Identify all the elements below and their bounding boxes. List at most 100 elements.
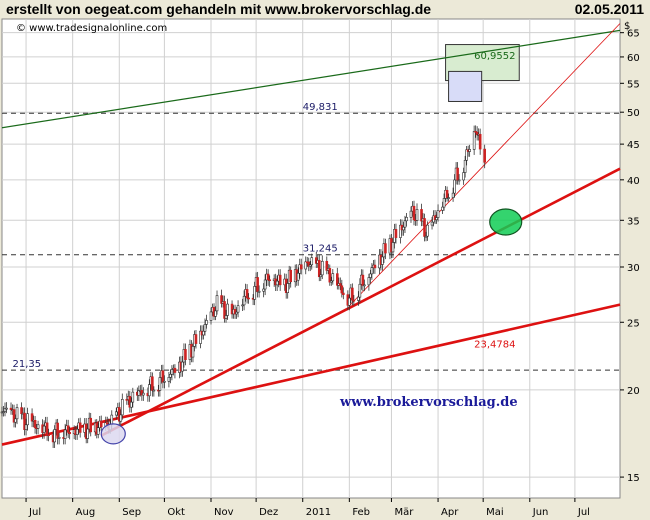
candle-body: [351, 287, 354, 301]
candle-body: [352, 299, 356, 302]
candle-body: [86, 428, 90, 439]
candle-body: [329, 280, 333, 283]
purple-ellipse: [100, 423, 126, 445]
candle-body: [328, 268, 332, 283]
candle-body: [457, 179, 461, 182]
candle-body: [391, 242, 395, 253]
candle-body: [307, 261, 311, 267]
candle-body: [14, 418, 17, 423]
candle-body: [463, 159, 467, 173]
candle-body: [20, 407, 23, 415]
candle-body: [214, 310, 217, 317]
candle-body: [363, 284, 366, 287]
candle-body: [325, 260, 329, 271]
candle-body: [15, 407, 19, 420]
candle-body: [203, 324, 207, 332]
candle-body: [105, 422, 109, 425]
candle-body: [447, 197, 450, 199]
candle-body: [451, 192, 455, 198]
y-tick-label: 40: [627, 176, 640, 187]
candle-body: [430, 221, 434, 226]
watermark-copyright: © www.tradesignalonline.com: [16, 23, 167, 34]
candle-body: [68, 431, 71, 435]
trendline-label-red_low: 23,4784: [474, 340, 515, 351]
candle-body: [56, 422, 59, 439]
candle-body: [199, 330, 202, 344]
candle-body: [247, 297, 250, 300]
candle-body: [223, 301, 226, 319]
candle-body: [163, 381, 166, 383]
candle-body: [465, 149, 468, 161]
candle-body: [2, 411, 5, 413]
candle-body: [36, 424, 40, 429]
candle-body: [152, 389, 156, 392]
candle-body: [142, 392, 145, 396]
candle-body: [357, 296, 360, 301]
trendline-label-green: 60,9552: [474, 51, 515, 62]
trendline-green: [1, 29, 621, 129]
y-tick-label: 35: [627, 216, 640, 227]
blue-box: [448, 70, 483, 102]
x-tick-label: Jul: [577, 507, 590, 518]
candle-body: [151, 376, 154, 391]
x-tick-label: 2011: [306, 507, 331, 518]
candle-body: [426, 224, 429, 237]
candle-body: [128, 396, 132, 408]
candle-body: [89, 417, 93, 433]
candle-body: [367, 277, 371, 286]
candle-body: [415, 209, 419, 221]
candle-body: [224, 315, 228, 319]
candle-body: [310, 257, 314, 266]
candle-body: [402, 226, 405, 231]
candle-body: [361, 274, 365, 286]
candle-body: [340, 285, 344, 294]
candle-body: [96, 427, 100, 435]
candle-body: [278, 274, 282, 286]
candle-body: [241, 304, 244, 307]
candle-body: [289, 269, 293, 283]
candle-body: [53, 429, 56, 443]
candle-body: [453, 179, 456, 194]
candle-body: [245, 289, 249, 299]
candle-body: [253, 286, 256, 300]
candle-body: [158, 377, 162, 391]
candle-body: [63, 429, 67, 439]
candle-body: [191, 346, 195, 358]
trendline-red_mid: [100, 167, 621, 437]
x-tick-label: Apr: [441, 507, 459, 518]
candle-body: [424, 235, 428, 238]
x-tick-label: Mai: [486, 507, 504, 518]
candle-body: [202, 330, 205, 336]
candle-body: [384, 243, 387, 254]
candle-body: [370, 267, 374, 275]
candle-body: [215, 295, 219, 312]
candle-body: [170, 369, 174, 375]
candle-body: [468, 149, 471, 152]
candle-body: [78, 422, 82, 433]
candle-body: [296, 272, 300, 281]
candle-body: [317, 260, 321, 278]
candle-body: [47, 434, 50, 436]
candle-body: [12, 409, 16, 423]
candle-body: [169, 373, 172, 378]
candle-body: [262, 288, 265, 292]
candle-body: [173, 367, 177, 373]
candle-body: [394, 229, 398, 238]
y-tick-label: 30: [627, 263, 640, 274]
candle-body: [3, 408, 7, 412]
y-tick-label: 45: [627, 140, 640, 151]
candle-body: [320, 260, 324, 276]
candle-body: [137, 390, 141, 396]
y-tick-label: 25: [627, 318, 640, 329]
trendline-red_low: [1, 303, 621, 446]
candle-body: [369, 273, 372, 278]
candle-body: [99, 420, 103, 428]
candle-body: [409, 210, 413, 218]
y-tick-label: 55: [627, 79, 640, 90]
candle-body: [242, 295, 246, 306]
candle-body: [110, 414, 114, 426]
y-unit-label: $: [624, 21, 630, 32]
candle-body: [423, 218, 426, 237]
candle-body: [319, 274, 323, 278]
candle-body: [233, 309, 237, 315]
